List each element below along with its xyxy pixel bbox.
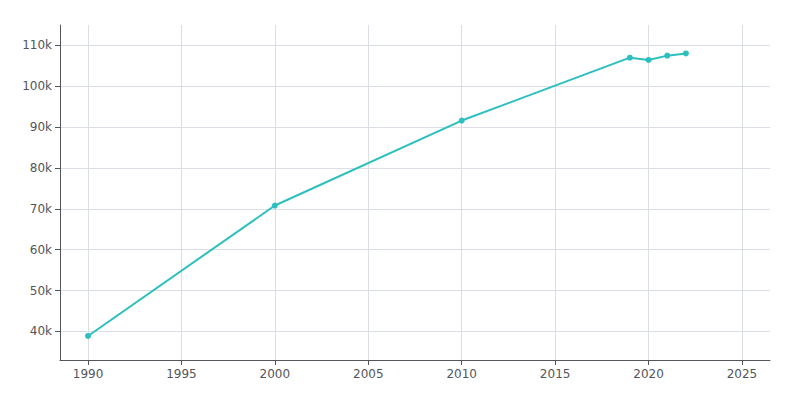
svg-text:2020: 2020 <box>633 367 664 381</box>
svg-text:1995: 1995 <box>166 367 197 381</box>
svg-text:2005: 2005 <box>353 367 384 381</box>
svg-text:2010: 2010 <box>446 367 477 381</box>
svg-text:50k: 50k <box>30 284 52 298</box>
svg-text:90k: 90k <box>30 120 52 134</box>
svg-text:40k: 40k <box>30 324 52 338</box>
svg-text:2015: 2015 <box>540 367 571 381</box>
svg-text:80k: 80k <box>30 161 52 175</box>
svg-text:70k: 70k <box>30 202 52 216</box>
svg-text:2000: 2000 <box>260 367 291 381</box>
svg-text:1990: 1990 <box>73 367 104 381</box>
svg-text:110k: 110k <box>22 38 52 52</box>
svg-text:2025: 2025 <box>727 367 758 381</box>
svg-text:60k: 60k <box>30 243 52 257</box>
svg-text:100k: 100k <box>22 79 52 93</box>
